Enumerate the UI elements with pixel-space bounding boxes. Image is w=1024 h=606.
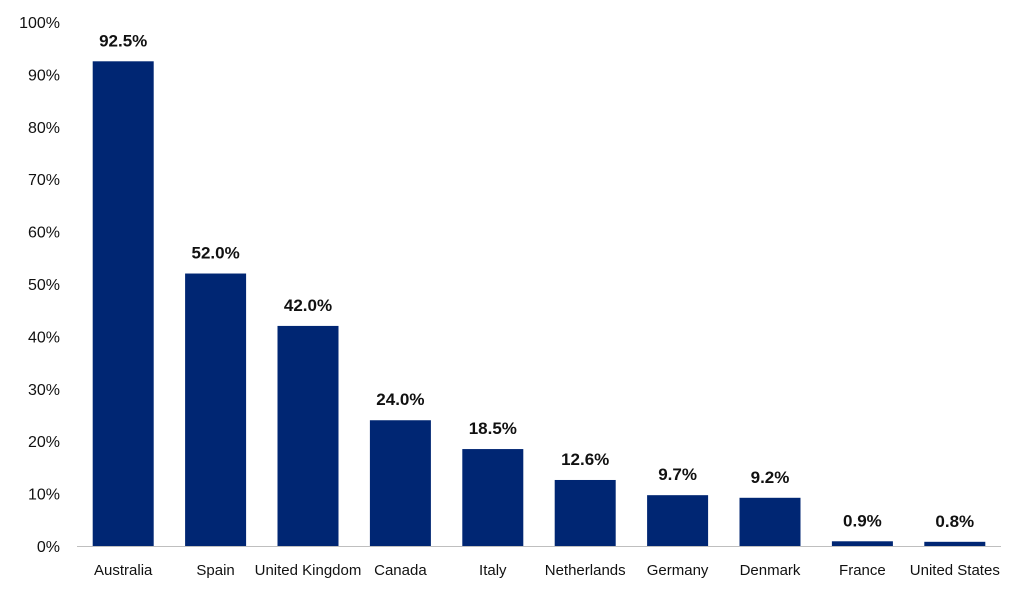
x-category-label: Italy (479, 562, 507, 579)
bar (554, 479, 616, 546)
x-category-label: France (839, 562, 886, 579)
data-labels: 92.5% 52.0% 42.0% 24.0% 18.5% 12.6% 9.7% 9.2% 0.… (99, 31, 974, 531)
bar (185, 273, 247, 546)
data-label: 9.7% (658, 465, 697, 484)
data-label: 42.0% (284, 296, 332, 315)
y-tick-label: 50% (28, 277, 60, 294)
x-category-label: Australia (94, 562, 153, 579)
data-label: 12.6% (561, 450, 609, 469)
x-category-label: Germany (647, 562, 709, 579)
y-tick-label: 60% (28, 225, 60, 242)
bar (739, 497, 801, 546)
bar (462, 449, 524, 546)
data-label: 18.5% (469, 419, 517, 438)
x-axis: Australia Spain United Kingdom Canada Italy N… (77, 546, 1001, 579)
y-tick-label: 20% (28, 434, 60, 451)
x-category-label: United Kingdom (255, 562, 362, 579)
bar (924, 541, 986, 546)
y-tick-label: 40% (28, 329, 60, 346)
bar (647, 495, 709, 546)
bar (92, 61, 154, 547)
y-tick-label: 0% (37, 539, 60, 556)
y-tick-label: 10% (28, 487, 60, 504)
x-category-label: United States (910, 562, 1000, 579)
bars (92, 61, 986, 547)
data-label: 24.0% (376, 390, 424, 409)
x-category-label: Netherlands (545, 562, 626, 579)
data-label: 9.2% (751, 468, 790, 487)
y-tick-label: 70% (28, 172, 60, 189)
y-axis: 0% 10% 20% 30% 40% 50% 60% 70% 80% 90% 100% (19, 15, 60, 556)
x-category-label: Denmark (740, 562, 801, 579)
x-category-label: Canada (374, 562, 427, 579)
y-tick-label: 90% (28, 67, 60, 84)
y-tick-label: 100% (19, 15, 60, 32)
y-tick-label: 80% (28, 120, 60, 137)
data-label: 52.0% (191, 244, 239, 263)
data-label: 92.5% (99, 31, 147, 50)
data-label: 0.8% (935, 512, 974, 531)
y-tick-label: 30% (28, 382, 60, 399)
x-category-label: Spain (196, 562, 234, 579)
bar (369, 420, 431, 546)
bar (277, 325, 339, 546)
data-label: 0.9% (843, 511, 882, 530)
bar (831, 541, 893, 546)
